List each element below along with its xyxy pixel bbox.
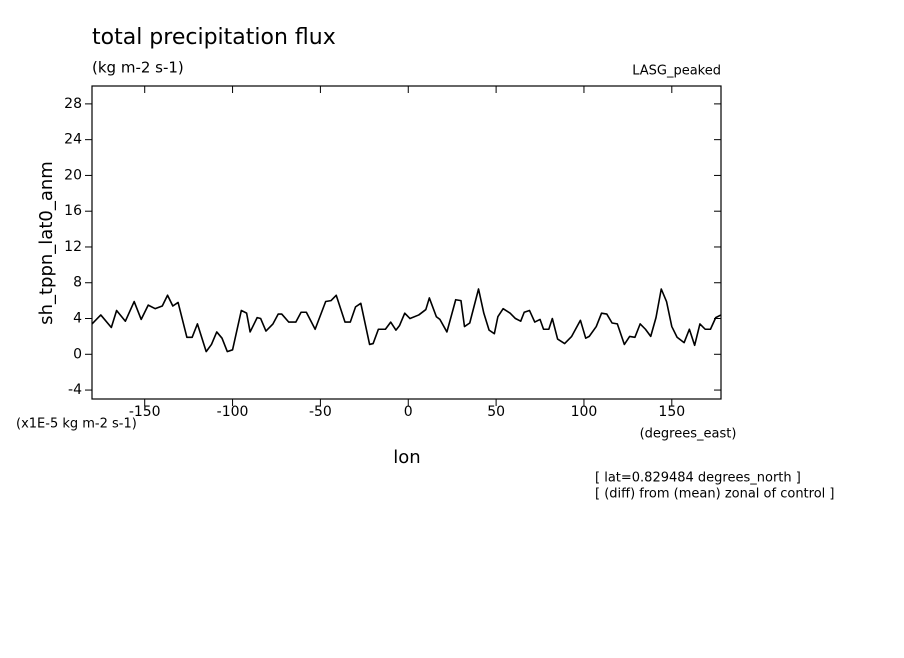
x-tick-label: -50 [309, 404, 332, 420]
y-tick-label: 4 [73, 311, 82, 327]
y-tick-label: 0 [73, 346, 82, 362]
x-units: (degrees_east) [640, 427, 737, 442]
x-tick-label: -100 [217, 404, 249, 420]
y-tick-label: 24 [64, 132, 82, 148]
x-tick-label: 150 [658, 404, 685, 420]
y-tick-label: 28 [64, 96, 82, 112]
y-tick-label: 12 [64, 239, 82, 255]
dataset-label: LASG_peaked [632, 64, 721, 79]
chart-title: total precipitation flux [92, 25, 336, 50]
y-axis-label: sh_tppn_lat0_anm [36, 161, 57, 325]
y-tick-label: 16 [64, 203, 82, 219]
y-tick-label: 8 [73, 275, 82, 291]
plot-frame [91, 85, 722, 400]
note: [ (diff) from (mean) zonal of control ] [595, 487, 834, 502]
y-units: (x1E-5 kg m-2 s-1) [16, 417, 137, 432]
x-axis-label: lon [393, 447, 420, 468]
note: [ lat=0.829484 degrees_north ] [595, 471, 801, 486]
y-tick-label: 20 [64, 167, 82, 183]
x-tick-label: -150 [129, 404, 161, 420]
x-tick-label: 50 [487, 404, 505, 420]
x-tick-label: 0 [404, 404, 413, 420]
chart-subtitle: (kg m-2 s-1) [92, 59, 184, 77]
y-tick-label: -4 [68, 382, 82, 398]
x-tick-label: 100 [571, 404, 598, 420]
data-line [91, 288, 722, 353]
